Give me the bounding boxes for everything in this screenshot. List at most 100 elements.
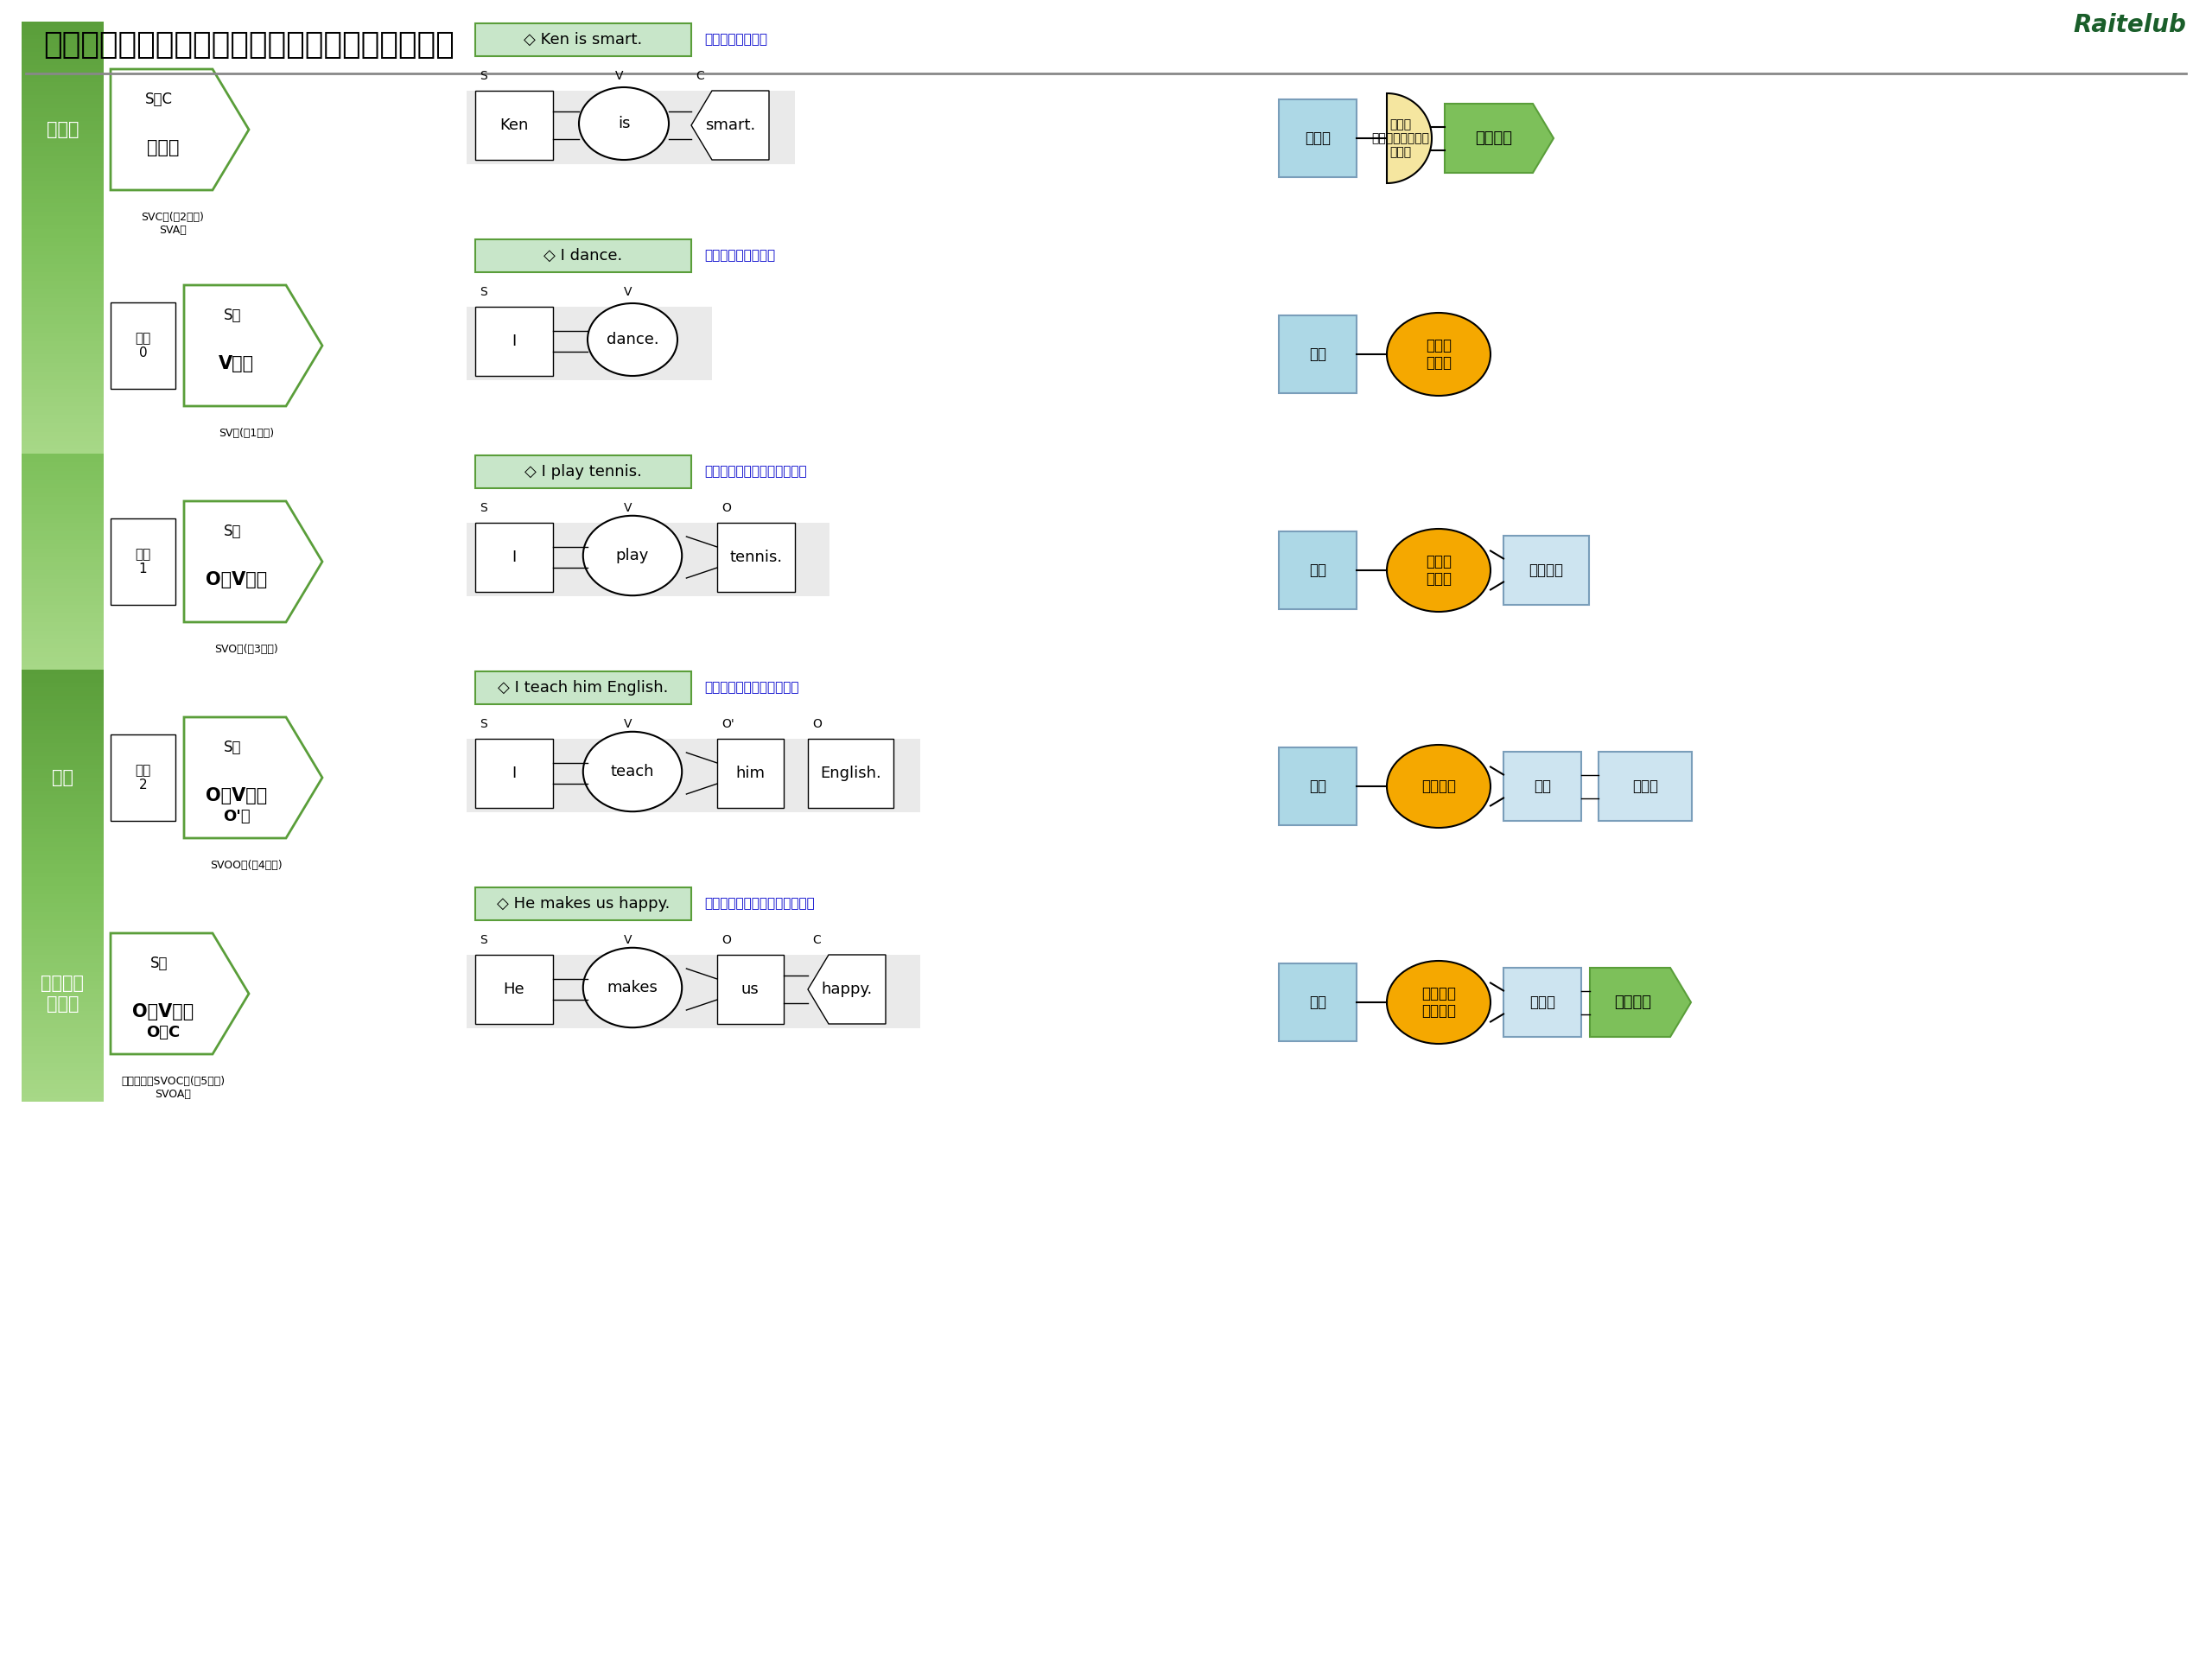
- Bar: [22, 889, 104, 894]
- Bar: [22, 873, 104, 878]
- Text: S: S: [480, 503, 487, 514]
- Text: V: V: [624, 503, 633, 514]
- FancyBboxPatch shape: [476, 23, 690, 56]
- Bar: [22, 178, 104, 181]
- FancyBboxPatch shape: [476, 239, 690, 272]
- Bar: [22, 428, 104, 431]
- Bar: [22, 881, 104, 886]
- Bar: [22, 700, 104, 703]
- Polygon shape: [184, 285, 323, 406]
- Bar: [22, 307, 104, 312]
- Bar: [22, 665, 104, 670]
- Bar: [22, 552, 104, 557]
- Bar: [22, 367, 104, 372]
- FancyBboxPatch shape: [476, 738, 553, 808]
- Bar: [22, 786, 104, 791]
- Bar: [22, 795, 104, 800]
- Bar: [22, 670, 104, 674]
- Bar: [22, 868, 104, 873]
- Bar: [22, 453, 104, 458]
- Ellipse shape: [584, 947, 681, 1027]
- Text: teach: teach: [611, 763, 655, 780]
- Text: 私はダンスします。: 私はダンスします。: [703, 249, 774, 262]
- Bar: [22, 851, 104, 856]
- Bar: [22, 757, 104, 760]
- Bar: [22, 312, 104, 315]
- Bar: [22, 630, 104, 635]
- Text: ケンはかしこい。: ケンはかしこい。: [703, 33, 768, 46]
- Bar: [22, 78, 104, 81]
- Text: SVO型(第3文型): SVO型(第3文型): [215, 644, 279, 655]
- Bar: [22, 956, 104, 959]
- Bar: [22, 212, 104, 216]
- Bar: [22, 458, 104, 463]
- Bar: [22, 1050, 104, 1053]
- Bar: [22, 536, 104, 541]
- Text: I: I: [511, 333, 515, 348]
- Text: ◇ Ken is smart.: ◇ Ken is smart.: [524, 32, 641, 48]
- FancyBboxPatch shape: [111, 518, 175, 606]
- Bar: [22, 255, 104, 259]
- Ellipse shape: [1387, 745, 1491, 828]
- Bar: [22, 138, 104, 143]
- Bar: [22, 1075, 104, 1080]
- Text: であるようSVOC型(第5文型)
SVOA型: であるようSVOC型(第5文型) SVOA型: [122, 1075, 226, 1100]
- Bar: [22, 129, 104, 134]
- Bar: [22, 393, 104, 398]
- Bar: [22, 237, 104, 242]
- Bar: [22, 816, 104, 821]
- Bar: [22, 713, 104, 717]
- Text: O: O: [721, 934, 730, 946]
- Bar: [22, 778, 104, 781]
- Polygon shape: [1444, 103, 1553, 173]
- Text: He: He: [504, 982, 524, 997]
- Bar: [22, 531, 104, 536]
- Bar: [22, 91, 104, 95]
- Bar: [22, 800, 104, 803]
- Bar: [22, 363, 104, 367]
- Text: 対象
0: 対象 0: [135, 332, 150, 360]
- Bar: [22, 259, 104, 264]
- FancyBboxPatch shape: [807, 738, 894, 808]
- Bar: [22, 151, 104, 156]
- Bar: [22, 1042, 104, 1045]
- Bar: [22, 765, 104, 770]
- Bar: [22, 229, 104, 234]
- Bar: [22, 549, 104, 552]
- Bar: [22, 103, 104, 108]
- Bar: [22, 687, 104, 692]
- Bar: [22, 929, 104, 932]
- Bar: [22, 436, 104, 441]
- FancyBboxPatch shape: [476, 455, 690, 488]
- Bar: [22, 121, 104, 126]
- Bar: [22, 942, 104, 946]
- Text: である: である: [146, 139, 179, 156]
- Bar: [22, 267, 104, 272]
- Bar: [22, 703, 104, 708]
- Text: Sは: Sは: [223, 524, 241, 539]
- Bar: [22, 398, 104, 401]
- Bar: [22, 596, 104, 601]
- Bar: [22, 355, 104, 358]
- Bar: [22, 985, 104, 989]
- Text: O: O: [721, 503, 730, 514]
- Text: 私は: 私は: [1310, 562, 1327, 577]
- Bar: [22, 38, 104, 43]
- Text: V: V: [624, 934, 633, 946]
- Bar: [22, 566, 104, 571]
- Bar: [22, 994, 104, 999]
- Bar: [22, 328, 104, 333]
- Polygon shape: [807, 956, 885, 1024]
- Bar: [22, 722, 104, 727]
- Bar: [22, 450, 104, 453]
- Text: SVOO型(第4文型): SVOO型(第4文型): [210, 859, 283, 871]
- Text: OをVする: OをVする: [206, 571, 268, 589]
- Text: ちょっと
入組み: ちょっと 入組み: [42, 975, 84, 1012]
- Bar: [22, 43, 104, 48]
- Text: S: S: [480, 718, 487, 730]
- Text: S: S: [480, 934, 487, 946]
- Bar: [22, 886, 104, 889]
- Polygon shape: [111, 70, 248, 191]
- Text: かしこい: かしこい: [1475, 131, 1513, 146]
- Ellipse shape: [584, 732, 681, 811]
